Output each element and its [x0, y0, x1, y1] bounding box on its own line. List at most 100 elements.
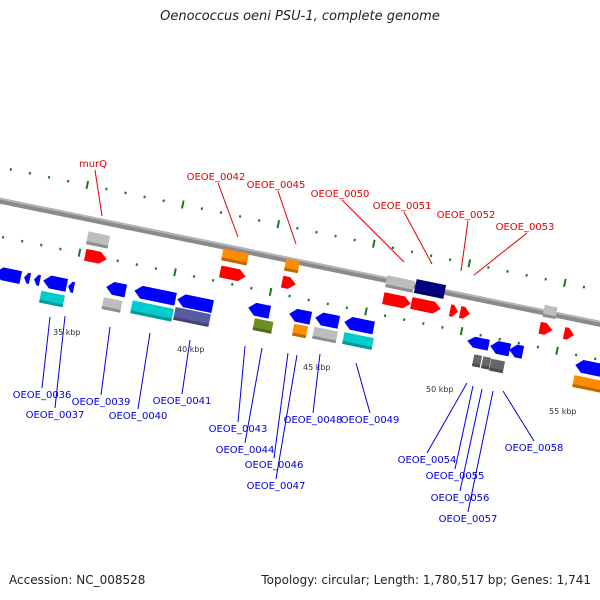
- leader-line: [41, 316, 51, 389]
- gene-OEOE_0041[interactable]: [176, 293, 214, 313]
- gene-label[interactable]: OEOE_0051: [373, 201, 432, 212]
- gene-label[interactable]: OEOE_0054: [398, 455, 457, 466]
- gene-label[interactable]: OEOE_0055: [426, 471, 485, 482]
- leader-line: [217, 182, 239, 238]
- tick-mark: [77, 248, 82, 257]
- gene-OEOE_0055[interactable]: [489, 340, 512, 357]
- cog-box[interactable]: [173, 307, 211, 327]
- gene-label[interactable]: OEOE_0056: [431, 493, 490, 504]
- gene-OEOE_0036[interactable]: [33, 274, 42, 286]
- leader-line: [426, 382, 468, 454]
- tick-mark: [219, 211, 223, 214]
- gene-OEOE_0051[interactable]: [410, 297, 442, 315]
- cog-box[interactable]: [130, 300, 174, 322]
- cog-box[interactable]: [291, 323, 309, 339]
- cog-box[interactable]: [572, 375, 600, 393]
- gene-label[interactable]: OEOE_0043: [209, 424, 268, 435]
- cog-box[interactable]: [283, 258, 301, 274]
- gene-label[interactable]: OEOE_0045: [247, 180, 306, 191]
- tick-mark: [555, 346, 559, 355]
- gene-reverse[interactable]: [67, 281, 76, 293]
- gene-label[interactable]: OEOE_0042: [187, 172, 246, 183]
- leader-line: [54, 315, 66, 409]
- gene-OEOE_0045[interactable]: [280, 275, 297, 291]
- gene-label[interactable]: OEOE_0044: [216, 445, 275, 456]
- leader-line: [244, 347, 263, 444]
- gene-OEOE_0043[interactable]: [247, 301, 272, 319]
- gene-label[interactable]: OEOE_0046: [245, 460, 304, 471]
- tick-mark: [59, 247, 62, 251]
- gene-label[interactable]: OEOE_0041: [153, 396, 212, 407]
- map-title: Oenococcus oeni PSU-1, complete genome: [160, 9, 440, 24]
- gene-reverse[interactable]: [0, 266, 23, 284]
- tick-mark: [345, 306, 349, 310]
- cog-box[interactable]: [101, 297, 123, 313]
- tick-mark: [173, 268, 177, 277]
- gene-reverse[interactable]: [574, 359, 600, 378]
- cog-box[interactable]: [39, 290, 65, 308]
- cog-box[interactable]: [542, 304, 558, 320]
- gene-OEOE_0037[interactable]: [42, 274, 69, 292]
- tick-mark: [276, 219, 281, 229]
- tick-mark: [383, 314, 387, 318]
- gene-label[interactable]: OEOE_0047: [247, 481, 306, 492]
- tick-mark: [498, 337, 501, 341]
- gene-label[interactable]: OEOE_0037: [26, 410, 85, 421]
- cog-box[interactable]: [471, 354, 483, 368]
- gene-label[interactable]: OEOE_0040: [109, 411, 168, 422]
- cog-box[interactable]: [413, 279, 447, 299]
- gene-label[interactable]: OEOE_0050: [311, 189, 370, 200]
- leader-line: [237, 345, 246, 423]
- tick-mark: [544, 277, 547, 281]
- gene-OEOE_0053[interactable]: [458, 306, 471, 320]
- gene-label[interactable]: OEOE_0036: [13, 390, 72, 401]
- leader-line: [181, 339, 191, 395]
- cog-box[interactable]: [312, 326, 338, 344]
- tick-mark: [105, 187, 108, 191]
- gene-label[interactable]: OEOE_0039: [72, 397, 131, 408]
- gene-OEOE_0052[interactable]: [448, 304, 459, 317]
- gene-OEOE_0050[interactable]: [382, 292, 412, 309]
- tick-mark: [124, 191, 127, 195]
- tick-mark: [422, 322, 425, 325]
- tick-mark: [250, 286, 253, 290]
- gene-OEOE_0049[interactable]: [343, 316, 376, 335]
- tick-mark: [238, 215, 242, 218]
- tick-mark: [506, 269, 509, 273]
- tick-mark: [135, 263, 138, 267]
- cog-box[interactable]: [488, 358, 506, 374]
- gene-OEOE_0058[interactable]: [508, 343, 525, 359]
- gene-OEOE_0040[interactable]: [133, 284, 177, 306]
- gene-forward[interactable]: [562, 327, 575, 341]
- tick-mark: [192, 275, 196, 278]
- cog-box[interactable]: [252, 318, 274, 334]
- gene-label[interactable]: murQ: [79, 159, 107, 170]
- tick-mark: [296, 226, 299, 230]
- gene-reverse[interactable]: [23, 272, 32, 284]
- gene-label[interactable]: OEOE_0058: [505, 443, 564, 454]
- cog-box[interactable]: [85, 231, 111, 249]
- tick-mark: [334, 234, 337, 238]
- tick-mark: [162, 199, 165, 203]
- gene-murQ[interactable]: [84, 248, 108, 265]
- gene-OEOE_0046[interactable]: [288, 307, 313, 325]
- cog-box[interactable]: [480, 356, 492, 370]
- gene-label[interactable]: OEOE_0048: [284, 415, 343, 426]
- tick-mark: [20, 239, 24, 243]
- gene-forward[interactable]: [538, 321, 553, 336]
- gene-OEOE_0039[interactable]: [105, 281, 128, 298]
- gene-label[interactable]: OEOE_0057: [439, 514, 498, 525]
- tick-mark: [28, 171, 32, 175]
- cog-box[interactable]: [221, 248, 249, 266]
- tick-mark: [410, 250, 414, 254]
- gene-OEOE_0042[interactable]: [219, 265, 247, 283]
- tick-mark: [116, 259, 119, 263]
- gene-OEOE_0054[interactable]: [466, 335, 490, 351]
- scale-label: 35 kbp: [53, 328, 81, 337]
- gene-label[interactable]: OEOE_0053: [496, 222, 555, 233]
- gene-label[interactable]: OEOE_0052: [437, 210, 496, 221]
- gene-OEOE_0048[interactable]: [314, 311, 341, 329]
- gene-label[interactable]: OEOE_0049: [341, 415, 400, 426]
- cog-box[interactable]: [385, 275, 415, 293]
- cog-box[interactable]: [342, 332, 374, 350]
